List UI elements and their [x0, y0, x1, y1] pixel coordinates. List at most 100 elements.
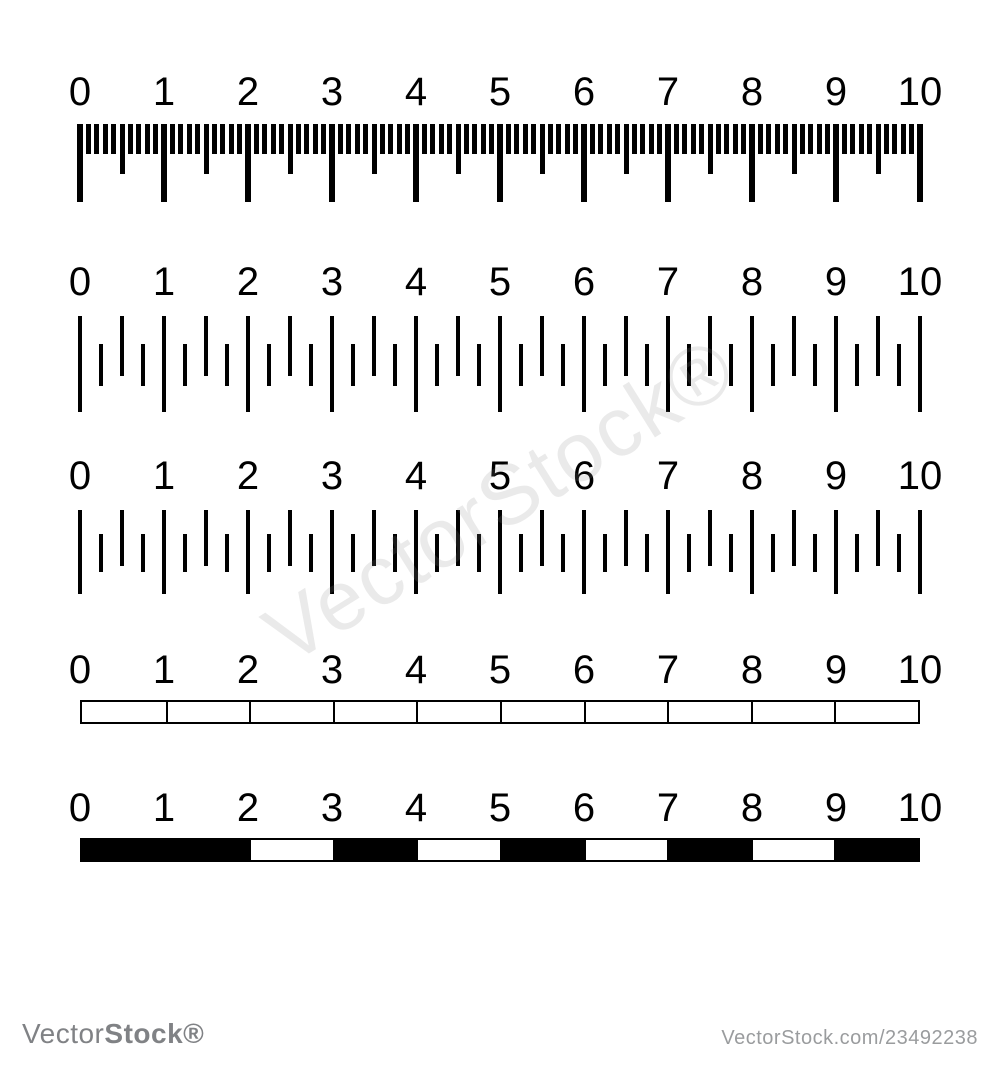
tick — [481, 124, 486, 154]
ruler-label: 5 — [489, 788, 511, 828]
tick — [288, 316, 292, 376]
tick — [330, 316, 334, 412]
ruler-label: 10 — [898, 788, 943, 828]
tick — [666, 316, 670, 412]
tick — [699, 124, 704, 154]
ruler-label: 3 — [321, 72, 343, 112]
scalebar-segment — [834, 840, 918, 860]
scalebar-segment — [584, 840, 668, 860]
scalebar-segment — [584, 702, 668, 722]
tick — [363, 124, 368, 154]
tick — [833, 124, 839, 202]
ruler-label: 8 — [741, 456, 763, 496]
ruler-ticks — [80, 316, 920, 416]
tick — [195, 124, 200, 154]
ruler-label: 0 — [69, 456, 91, 496]
tick — [657, 124, 662, 154]
tick — [514, 124, 519, 154]
tick — [330, 510, 334, 594]
ruler-label: 1 — [153, 72, 175, 112]
tick — [296, 124, 301, 154]
footer-brand-right: Stock® — [104, 1018, 204, 1049]
tick — [666, 510, 670, 594]
tick — [94, 124, 99, 154]
tick — [649, 124, 654, 154]
ruler-labels: 012345678910 — [80, 788, 920, 832]
tick — [687, 534, 691, 572]
tick — [897, 534, 901, 572]
tick — [531, 124, 536, 154]
tick — [477, 534, 481, 572]
scalebar-segment — [751, 840, 835, 860]
tick — [825, 124, 830, 154]
tick — [565, 124, 570, 154]
tick — [414, 316, 418, 412]
ruler-label: 6 — [573, 72, 595, 112]
footer: VectorStock® VectorStock.com/23492238 — [0, 1004, 1000, 1068]
tick — [489, 124, 494, 154]
tick — [632, 124, 637, 154]
tick — [708, 510, 712, 566]
tick — [309, 344, 313, 386]
tick — [834, 316, 838, 412]
tick — [561, 534, 565, 572]
footer-brand: VectorStock® — [22, 1018, 204, 1050]
tick — [624, 316, 628, 376]
tick — [145, 124, 150, 154]
tick — [77, 124, 83, 202]
ruler-label: 0 — [69, 788, 91, 828]
tick — [262, 124, 267, 154]
ruler-label: 4 — [405, 456, 427, 496]
tick — [497, 124, 503, 202]
tick — [581, 124, 587, 202]
ruler-label: 7 — [657, 72, 679, 112]
ruler-label: 9 — [825, 650, 847, 690]
ruler-label: 8 — [741, 788, 763, 828]
ruler-quarter-2: 012345678910 — [80, 456, 920, 598]
tick — [178, 124, 183, 154]
scalebar-segment — [500, 702, 584, 722]
scalebar-segment — [166, 840, 250, 860]
tick — [792, 124, 797, 174]
tick — [729, 534, 733, 572]
tick — [430, 124, 435, 154]
tick — [136, 124, 141, 154]
tick — [267, 344, 271, 386]
ruler-label: 9 — [825, 788, 847, 828]
tick — [435, 534, 439, 572]
tick — [729, 344, 733, 386]
tick — [540, 510, 544, 566]
tick — [897, 344, 901, 386]
tick — [674, 124, 679, 154]
ruler-label: 10 — [898, 650, 943, 690]
ruler-label: 4 — [405, 788, 427, 828]
tick — [808, 124, 813, 154]
tick — [498, 510, 502, 594]
tick — [624, 124, 629, 174]
tick — [86, 124, 91, 154]
tick — [876, 124, 881, 174]
tick — [393, 344, 397, 386]
tick — [665, 124, 671, 202]
tick — [498, 316, 502, 412]
ruler-labels: 012345678910 — [80, 262, 920, 306]
tick — [111, 124, 116, 154]
tick — [800, 124, 805, 154]
tick — [901, 124, 906, 154]
scalebar-segment — [333, 840, 417, 860]
ruler-label: 3 — [321, 788, 343, 828]
tick — [338, 124, 343, 154]
tick — [204, 316, 208, 376]
ruler-label: 6 — [573, 262, 595, 302]
ruler-labels: 012345678910 — [80, 456, 920, 500]
tick — [556, 124, 561, 154]
tick — [884, 124, 889, 154]
tick — [309, 534, 313, 572]
tick — [162, 510, 166, 594]
tick — [351, 344, 355, 386]
tick — [229, 124, 234, 154]
tick — [813, 344, 817, 386]
ruler-label: 3 — [321, 456, 343, 496]
tick — [321, 124, 326, 154]
tick — [708, 124, 713, 174]
